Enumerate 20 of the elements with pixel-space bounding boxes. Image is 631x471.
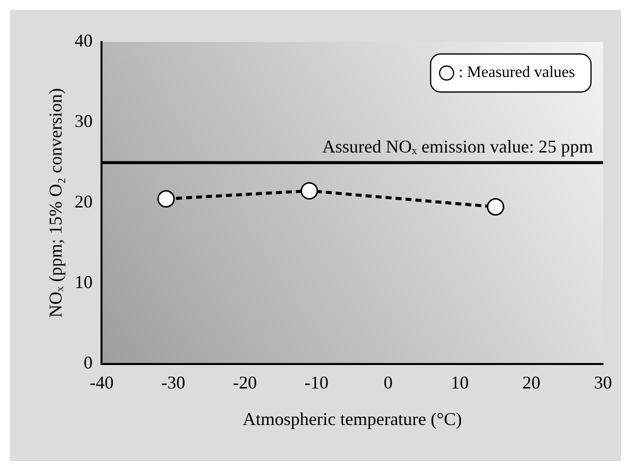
y-tick-label: 0 — [84, 352, 93, 373]
x-tick-label: -40 — [90, 372, 114, 392]
point — [300, 182, 318, 200]
x-tick-label: 10 — [450, 372, 469, 392]
x-tick-label: 20 — [522, 372, 540, 392]
x-tick-label: 0 — [384, 372, 393, 392]
x-tick-label: 30 — [594, 372, 612, 392]
x-tick-label: -20 — [232, 372, 257, 392]
y-axis-title: NOₓ (ppm; 15% O₂ conversion) — [46, 88, 66, 318]
x-axis-title: Atmospheric temperature (°C) — [242, 408, 462, 429]
x-tick-label: -30 — [161, 372, 186, 392]
x-tick-label: -10 — [304, 372, 328, 392]
ref-line-label: Assured NOₓ emission value: 25 ppm — [322, 136, 593, 156]
y-tick-label: 10 — [74, 272, 93, 292]
y-tick-label: 20 — [74, 192, 93, 212]
legend-label: : Measured values — [458, 64, 575, 82]
y-tick-label: 30 — [74, 111, 93, 132]
point — [157, 190, 175, 208]
point — [486, 198, 504, 216]
y-tick-label: 40 — [74, 30, 93, 51]
